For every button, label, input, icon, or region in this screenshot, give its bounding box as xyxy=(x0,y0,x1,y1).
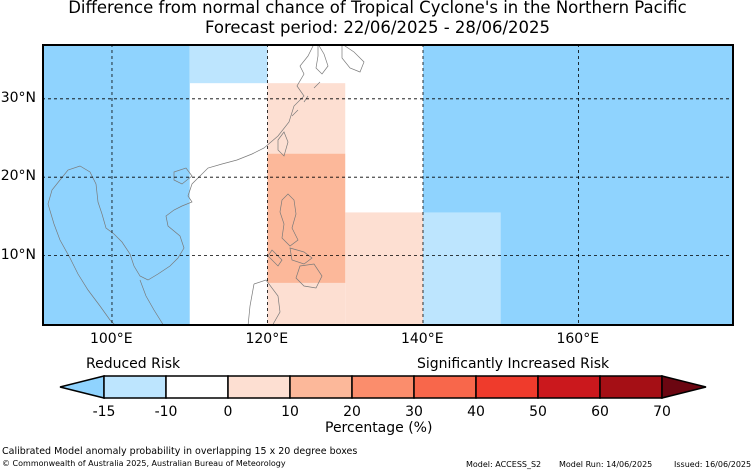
colorbar-tick-9: 70 xyxy=(653,404,671,420)
lat-label-30: 30°N xyxy=(0,89,36,106)
lon-label-160: 160°E xyxy=(556,331,600,347)
colorbar-bin-2 xyxy=(227,375,291,399)
colorbar-bin-6 xyxy=(475,375,539,399)
risk-cell-2 xyxy=(189,44,268,84)
reduced-risk-label: Reduced Risk xyxy=(86,356,181,372)
colorbar-tick-4: 20 xyxy=(343,404,361,420)
lat-label-20: 20°N xyxy=(0,168,36,185)
colorbar-bin-5 xyxy=(413,375,477,399)
colorbar-bin-7 xyxy=(537,375,601,399)
map-title: Difference from normal chance of Tropica… xyxy=(68,0,687,17)
colorbar-bin-0 xyxy=(103,375,167,399)
colorbar-bin-8 xyxy=(599,375,663,399)
increased-risk-label: Significantly Increased Risk xyxy=(417,356,610,372)
footer-issued: Issued: 16/06/2025 xyxy=(674,460,752,469)
colorbar-under-arrow xyxy=(59,375,105,399)
footer-model-run: Model Run: 14/06/2025 xyxy=(559,460,653,469)
footer-copyright: © Commonwealth of Australia 2025, Austra… xyxy=(2,459,286,468)
forecast-period: Forecast period: 22/06/2025 - 28/06/2025 xyxy=(204,18,551,37)
colorbar-tick-8: 60 xyxy=(591,404,609,420)
graticule xyxy=(42,44,734,326)
colorbar-bin-4 xyxy=(351,375,415,399)
footer-model: Model: ACCESS_S2 xyxy=(466,460,542,469)
luzon-island xyxy=(279,193,299,247)
taiwan-island xyxy=(277,131,289,157)
lat-label-10: 10°N xyxy=(0,246,36,263)
lon-label-100: 100°E xyxy=(89,331,133,347)
risk-cell-3 xyxy=(422,212,501,326)
colorbar-tick-1: -10 xyxy=(154,404,178,420)
risk-cell-5 xyxy=(267,282,346,326)
footer-description: Calibrated Model anomaly probability in … xyxy=(2,446,358,457)
lon-label-140: 140°E xyxy=(400,331,444,347)
risk-cells xyxy=(42,44,734,326)
mindanao-island xyxy=(295,263,323,289)
colorbar-xlabel: Percentage (%) xyxy=(325,420,433,436)
risk-cell-0 xyxy=(42,44,190,326)
borneo-coast xyxy=(247,279,281,326)
coastline-japan xyxy=(341,44,365,73)
malay-peninsula xyxy=(139,279,165,326)
colorbar-tick-7: 50 xyxy=(529,404,547,420)
map-frame xyxy=(42,44,734,326)
colorbar-bin-3 xyxy=(289,375,353,399)
visayas-islands xyxy=(289,247,313,265)
colorbar-tick-0: -15 xyxy=(92,404,116,420)
palawan-island xyxy=(267,249,283,267)
risk-cell-6 xyxy=(345,212,423,326)
colorbar-tick-6: 40 xyxy=(467,404,485,420)
colorbar-tick-2: 0 xyxy=(223,404,233,420)
colorbar-over-arrow xyxy=(661,375,707,399)
colorbar-tick-5: 30 xyxy=(405,404,423,420)
coastline-mainland xyxy=(47,44,315,326)
risk-cell-4 xyxy=(267,83,346,154)
risk-cell-7 xyxy=(267,153,346,283)
lon-label-120: 120°E xyxy=(245,331,289,347)
colorbar-bin-1 xyxy=(165,375,229,399)
hainan-island xyxy=(173,167,193,185)
colorbar xyxy=(59,375,707,399)
tc-risk-map xyxy=(42,44,734,326)
coastline-korea xyxy=(315,44,329,75)
colorbar-tick-3: 10 xyxy=(281,404,299,420)
